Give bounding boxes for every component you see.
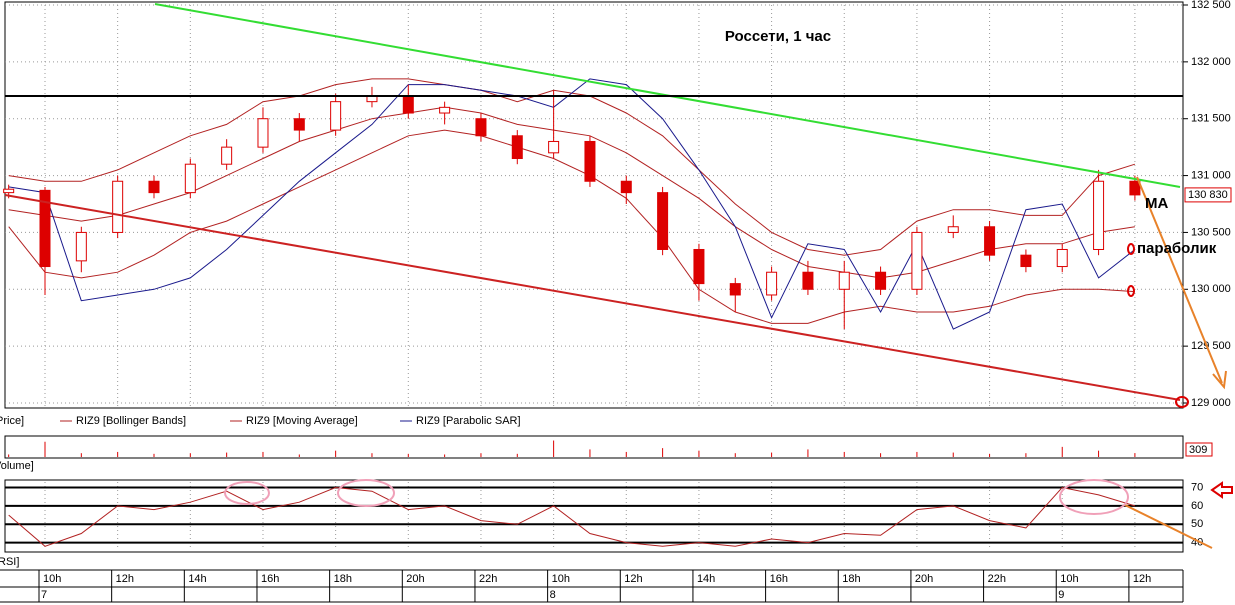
x-tick-label: 22h xyxy=(988,573,1006,585)
candle-body xyxy=(802,271,814,290)
candle-body xyxy=(548,140,560,154)
candle-body xyxy=(511,135,523,160)
x-tick-label: 12h xyxy=(624,573,642,585)
x-tick-label: 10h xyxy=(552,573,570,585)
legend-label: Price] xyxy=(0,415,24,427)
y-tick-label: 131 000 xyxy=(1191,169,1231,181)
y-tick-label: 132 500 xyxy=(1191,0,1231,11)
date-label: 8 xyxy=(550,589,556,601)
candle-body xyxy=(293,118,305,131)
marker xyxy=(1175,396,1189,408)
y-tick-label: 130 000 xyxy=(1191,283,1231,295)
candle-body xyxy=(693,248,705,285)
marker xyxy=(337,479,395,507)
arrow xyxy=(1124,504,1213,549)
price-box xyxy=(1184,187,1232,203)
annotation: параболик xyxy=(1137,240,1217,257)
panel-label: Volume] xyxy=(0,460,34,472)
date-label: 9 xyxy=(1058,589,1064,601)
candle-body xyxy=(221,146,233,165)
marker xyxy=(224,481,270,505)
candle-body xyxy=(75,231,87,262)
y-tick-label: 129 000 xyxy=(1191,397,1231,409)
candle-body xyxy=(184,163,196,194)
y-tick-label: 132 000 xyxy=(1191,56,1231,68)
panel-label: RSI] xyxy=(0,556,19,568)
arrow xyxy=(1136,176,1223,384)
y-tick-label: 50 xyxy=(1191,518,1203,530)
candle-body xyxy=(766,271,778,296)
x-tick-label: 10h xyxy=(43,573,61,585)
y-tick-label: 131 500 xyxy=(1191,113,1231,125)
chart-title: Россети, 1 час xyxy=(725,28,831,45)
plot: 10h 12h 14h 16h 18h 20h 22h 10h 12h 14h 16h 18h 20h 2… xyxy=(3,0,1232,602)
legend-label: RIZ9 [Bollinger Bands] xyxy=(76,415,186,427)
candle-body xyxy=(838,271,850,290)
x-tick-label: 22h xyxy=(479,573,497,585)
arrow xyxy=(1210,481,1233,499)
candle-body xyxy=(257,118,269,148)
x-tick-label: 16h xyxy=(770,573,788,585)
x-tick-label: 16h xyxy=(261,573,279,585)
candle-body xyxy=(402,95,414,114)
arrow-head xyxy=(1212,370,1227,390)
candle-body xyxy=(39,189,51,268)
x-tick-label: 12h xyxy=(1133,573,1151,585)
marker xyxy=(1059,479,1129,515)
candle-body xyxy=(1093,180,1105,250)
candle-body xyxy=(439,106,451,114)
candle-body xyxy=(947,226,959,233)
rsi-panel xyxy=(4,479,1184,553)
candle-body xyxy=(620,180,632,194)
y-tick-label: 130 500 xyxy=(1191,226,1231,238)
date-label: 7 xyxy=(41,589,47,601)
bollinger-lower xyxy=(8,129,1135,324)
trend-line xyxy=(4,194,1181,401)
candle-body xyxy=(112,180,124,233)
annotation: MA xyxy=(1145,195,1168,212)
candle-body xyxy=(1020,254,1032,268)
candle-body xyxy=(984,226,996,256)
rsi-line xyxy=(8,486,1136,547)
x-tick-label: 18h xyxy=(334,573,352,585)
value-box xyxy=(1185,442,1213,457)
candle-body xyxy=(729,283,741,296)
x-tick-label: 18h xyxy=(842,573,860,585)
x-tick-label: 20h xyxy=(915,573,933,585)
moving-average xyxy=(8,106,1135,279)
candle-body xyxy=(657,192,669,250)
price-label: 130 830 xyxy=(1188,189,1228,201)
candle-body xyxy=(148,180,160,194)
parabolic-sar xyxy=(8,78,1136,330)
x-tick-label: 12h xyxy=(116,573,134,585)
y-tick-label: 70 xyxy=(1191,481,1203,493)
value-label: 309 xyxy=(1189,444,1207,456)
legend-label: RIZ9 [Parabolic SAR] xyxy=(416,415,521,427)
x-tick-label: 20h xyxy=(406,573,424,585)
candle-body xyxy=(1129,180,1141,196)
candle-body xyxy=(875,271,887,290)
x-tick-label: 10h xyxy=(1060,573,1078,585)
candle-body xyxy=(584,140,596,182)
x-tick-label: 14h xyxy=(188,573,206,585)
candle-body xyxy=(330,101,342,131)
marker xyxy=(1127,285,1135,297)
price-panel xyxy=(4,1,1184,409)
candle-body xyxy=(3,188,15,194)
candle-body xyxy=(475,118,487,137)
candle-body xyxy=(911,231,923,290)
volume-panel xyxy=(4,435,1184,459)
candle-body xyxy=(1056,248,1068,268)
x-tick-label: 14h xyxy=(697,573,715,585)
y-tick-label: 129 500 xyxy=(1191,340,1231,352)
y-tick-label: 60 xyxy=(1191,500,1203,512)
marker xyxy=(1127,243,1135,255)
legend-label: RIZ9 [Moving Average] xyxy=(246,415,358,427)
